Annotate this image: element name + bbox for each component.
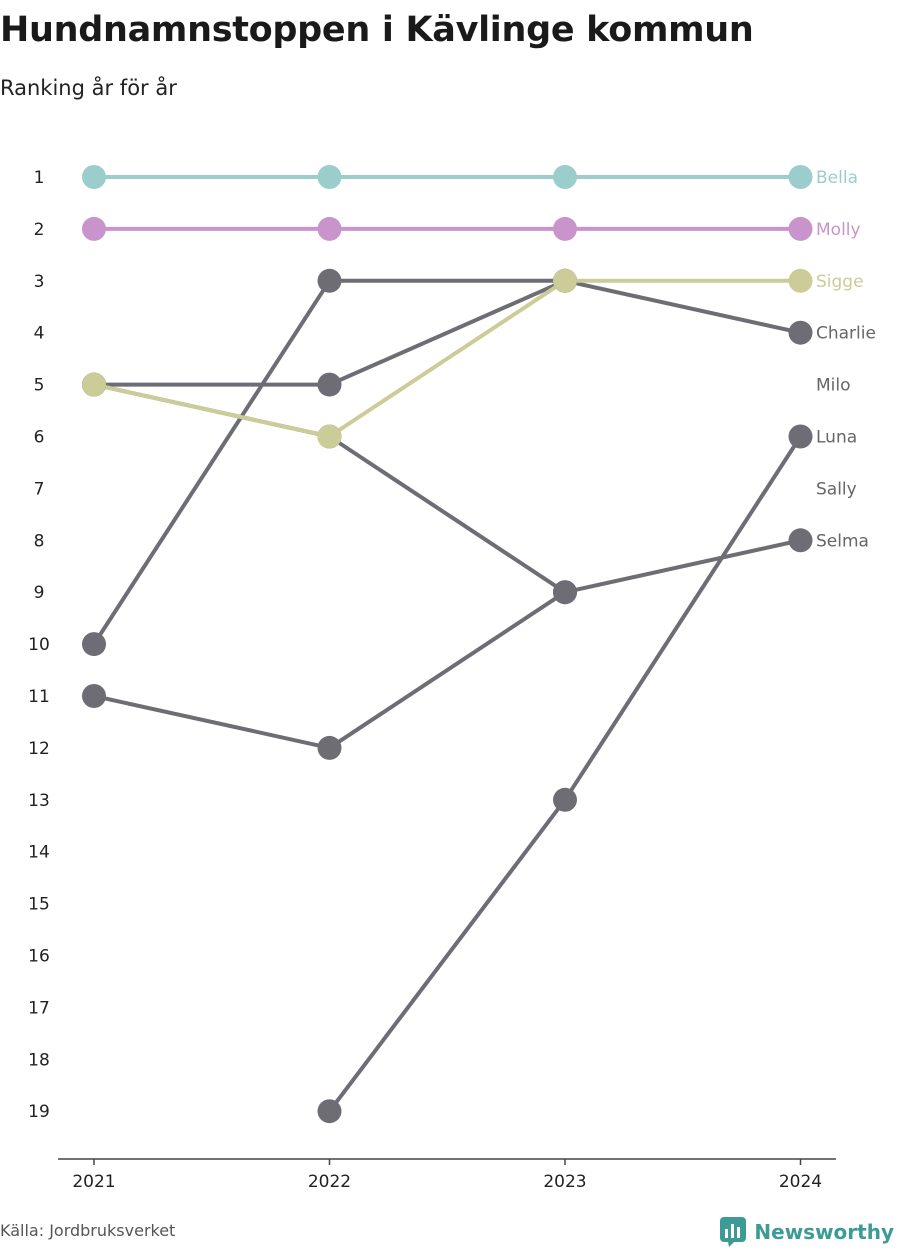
y-tick-label: 12 — [28, 739, 50, 759]
end-label-bella: Bella — [816, 168, 858, 188]
y-tick-label: 8 — [34, 531, 45, 551]
series-point-bella — [788, 165, 813, 189]
y-tick-label: 14 — [28, 843, 50, 863]
y-tick-label: 2 — [34, 220, 45, 240]
series-line-milo — [92, 278, 567, 647]
series-line-sigge — [92, 278, 803, 439]
y-tick-label: 11 — [28, 687, 50, 707]
y-tick-label: 7 — [34, 479, 45, 499]
series-point-molly — [82, 216, 106, 241]
x-tick-label: 2021 — [72, 1172, 115, 1192]
end-label-molly: Molly — [816, 220, 861, 240]
series-point-milo — [317, 268, 342, 293]
y-tick-label: 13 — [28, 791, 50, 811]
series-end-labels: Bella Molly Sigge Charlie Milo Luna Sally Selma — [816, 168, 876, 551]
y-tick-label: 4 — [34, 324, 45, 344]
series-point-sigge — [788, 268, 813, 293]
end-label-luna: Luna — [816, 428, 857, 448]
series-point-molly — [317, 216, 342, 241]
series-line-selma — [92, 538, 803, 750]
chart-title: Hundnamnstoppen i Kävlinge kommun — [0, 10, 754, 50]
y-tick-label: 9 — [34, 583, 45, 603]
source-note: Källa: Jordbruksverket — [0, 1221, 176, 1240]
y-tick-label: 5 — [34, 376, 45, 396]
series-point-luna — [553, 787, 577, 812]
series-point-charlie — [317, 372, 342, 397]
series-point-milo — [82, 632, 106, 657]
y-tick-label: 16 — [28, 947, 50, 967]
end-label-milo: Milo — [816, 376, 851, 396]
y-tick-label: 6 — [34, 428, 45, 448]
series-point-selma — [82, 684, 106, 708]
x-axis-ticks: 2021 2022 2023 2024 — [72, 1159, 822, 1192]
series-point-bella — [82, 165, 106, 189]
chart-subtitle: Ranking år för år — [0, 76, 177, 100]
end-label-charlie: Charlie — [816, 324, 876, 344]
end-label-sally: Sally — [816, 479, 857, 499]
series-point-luna — [788, 424, 813, 449]
series-point-sigge — [317, 424, 342, 449]
series-line-charlie — [92, 278, 803, 387]
x-tick-label: 2022 — [308, 1172, 351, 1192]
series-line-sally — [92, 382, 567, 595]
series-point-bella — [553, 165, 577, 189]
end-label-selma: Selma — [816, 531, 869, 551]
y-tick-label: 15 — [28, 895, 50, 915]
series-point-bella — [317, 165, 342, 189]
series-point-charlie — [788, 320, 813, 345]
series-point-sigge — [553, 268, 577, 293]
series-point-sigge — [82, 372, 106, 397]
x-tick-label: 2024 — [779, 1172, 822, 1192]
brand-name: Newsworthy — [754, 1220, 894, 1244]
y-tick-label: 17 — [28, 998, 50, 1018]
series-point-selma — [553, 580, 577, 605]
x-tick-label: 2023 — [543, 1172, 586, 1192]
series-point-selma — [788, 528, 813, 553]
newsworthy-logo-icon — [720, 1217, 747, 1247]
y-tick-label: 10 — [28, 635, 50, 655]
series-lines — [92, 175, 803, 1114]
y-tick-label: 3 — [34, 272, 45, 292]
series-points — [82, 165, 813, 1124]
series-point-molly — [788, 216, 813, 241]
end-label-sigge: Sigge — [816, 272, 864, 292]
series-point-molly — [553, 216, 577, 241]
series-point-selma — [317, 735, 342, 760]
y-tick-label: 18 — [28, 1050, 50, 1070]
series-line-luna — [327, 434, 803, 1114]
brand-logo: Newsworthy — [720, 1217, 894, 1247]
y-tick-label: 1 — [34, 168, 45, 188]
y-tick-label: 19 — [28, 1102, 50, 1122]
series-point-luna — [317, 1099, 342, 1124]
